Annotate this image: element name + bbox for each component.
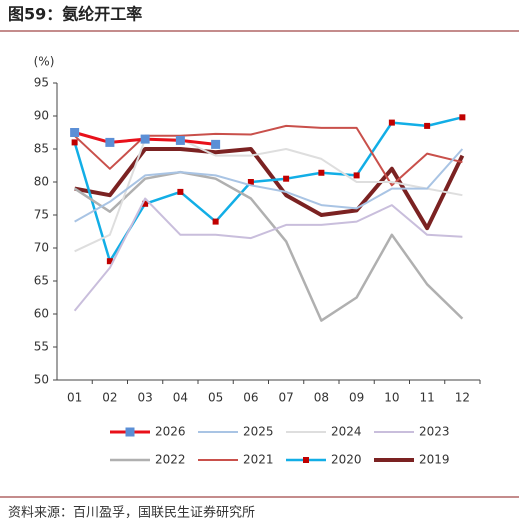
legend-label: 2019 — [419, 453, 450, 467]
marker — [388, 119, 395, 126]
x-tick-label: 04 — [173, 391, 188, 405]
y-tick-label: 80 — [34, 175, 49, 189]
y-tick-label: 60 — [34, 307, 49, 321]
x-tick-label: 03 — [137, 391, 152, 405]
series-line — [73, 170, 464, 322]
marker — [106, 258, 113, 265]
x-tick-label: 05 — [208, 391, 223, 405]
marker — [424, 122, 431, 129]
marker — [212, 218, 219, 225]
series-line — [74, 148, 464, 223]
x-tick-label: 06 — [243, 391, 258, 405]
marker — [459, 114, 466, 121]
y-tick-label: 95 — [34, 76, 49, 90]
legend-label: 2023 — [419, 425, 450, 439]
series-line — [73, 124, 463, 187]
legend-label: 2024 — [331, 425, 362, 439]
y-tick-label: 85 — [34, 142, 49, 156]
legend-label: 2025 — [243, 425, 274, 439]
y-tick-label: 90 — [34, 109, 49, 123]
source: 资料来源：百川盈孚，国联民生证券研究所 — [8, 505, 255, 521]
marker — [283, 175, 290, 182]
legend-label: 2022 — [155, 453, 186, 467]
x-tick-label: 02 — [102, 391, 117, 405]
series-line — [73, 197, 463, 312]
x-tick-label: 12 — [455, 391, 470, 405]
marker — [105, 137, 115, 147]
series-line — [73, 116, 463, 263]
y-unit: (%) — [34, 55, 55, 69]
marker — [175, 135, 185, 145]
marker — [71, 139, 78, 146]
y-tick-label: 65 — [34, 274, 49, 288]
marker — [353, 172, 360, 179]
marker — [211, 139, 221, 149]
chart-title: 图59：氨纶开工率 — [8, 5, 142, 24]
x-tick-label: 01 — [67, 391, 82, 405]
marker — [140, 134, 150, 144]
y-tick-label: 75 — [34, 208, 49, 222]
marker — [70, 128, 80, 137]
x-tick-label: 08 — [314, 391, 329, 405]
marker — [177, 188, 184, 195]
y-tick-label: 50 — [34, 373, 49, 387]
marker — [318, 169, 325, 176]
y-tick-label: 70 — [34, 241, 49, 255]
legend-label: 2020 — [331, 453, 362, 467]
legend-label: 2021 — [243, 453, 274, 467]
x-tick-label: 11 — [419, 391, 434, 405]
marker — [247, 179, 254, 185]
x-tick-label: 09 — [349, 391, 364, 405]
legend-marker — [303, 457, 309, 463]
x-tick-label: 07 — [278, 391, 293, 405]
x-tick-label: 10 — [384, 391, 399, 405]
series-line — [74, 138, 463, 253]
y-tick-label: 55 — [34, 340, 49, 354]
legend-label: 2026 — [155, 425, 186, 439]
marker — [142, 200, 149, 207]
legend-marker — [125, 427, 135, 437]
